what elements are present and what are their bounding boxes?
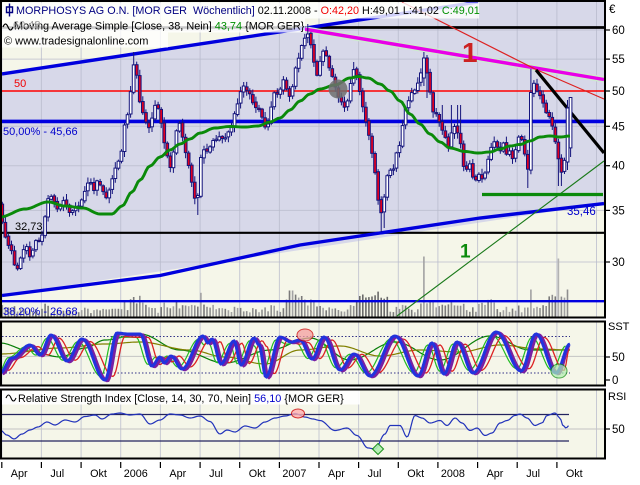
svg-text:2008: 2008 (441, 468, 465, 480)
svg-text:1: 1 (460, 242, 471, 263)
svg-text:45: 45 (612, 121, 625, 133)
svg-text:Jul: Jul (368, 468, 382, 480)
svg-text:MORPHOSYS AG O.N. [MOR GER Wö: MORPHOSYS AG O.N. [MOR GER Wöchentlich] … (16, 5, 480, 17)
svg-text:55: 55 (612, 54, 625, 66)
svg-text:30: 30 (612, 257, 625, 269)
svg-text:50: 50 (14, 78, 26, 90)
svg-text:Apr: Apr (487, 468, 504, 480)
svg-text:€: € (609, 4, 616, 16)
svg-text:60: 60 (612, 25, 625, 37)
svg-text:Jul: Jul (50, 468, 64, 480)
svg-text:Okt: Okt (566, 468, 583, 480)
svg-text:50,00% - 45,66: 50,00% - 45,66 (3, 126, 78, 138)
svg-text:RSI: RSI (608, 391, 626, 403)
svg-text:Apr: Apr (169, 468, 186, 480)
svg-text:40: 40 (612, 161, 625, 173)
svg-text:© www.tradesignalonline.com: © www.tradesignalonline.com (4, 36, 148, 48)
svg-text:0: 0 (612, 375, 618, 387)
svg-text:50: 50 (612, 352, 625, 364)
svg-text:Jul: Jul (526, 468, 540, 480)
svg-text:Moving Average Simple [Close,: Moving Average Simple [Close, 38, Nein] … (14, 21, 305, 33)
svg-text:32,73: 32,73 (15, 221, 43, 233)
svg-text:Jul: Jul (209, 468, 223, 480)
svg-text:SST: SST (608, 321, 630, 333)
svg-text:Apr: Apr (11, 468, 28, 480)
svg-text:Okt: Okt (407, 468, 424, 480)
svg-text:60,48: 60,48 (13, 20, 41, 32)
svg-text:35,46: 35,46 (567, 206, 596, 218)
svg-text:Okt: Okt (249, 468, 266, 480)
svg-text:50: 50 (612, 424, 625, 436)
svg-text:50: 50 (612, 86, 625, 98)
svg-text:2006: 2006 (124, 468, 148, 480)
svg-text:38,20% - 26,68: 38,20% - 26,68 (3, 306, 78, 318)
svg-text:Apr: Apr (328, 468, 345, 480)
svg-text:2007: 2007 (282, 468, 306, 480)
svg-text:Relative Strength Index [Close: Relative Strength Index [Close, 14, 30, … (18, 393, 344, 405)
svg-text:1: 1 (462, 37, 478, 68)
svg-text:Okt: Okt (90, 468, 107, 480)
svg-text:35: 35 (612, 205, 625, 217)
